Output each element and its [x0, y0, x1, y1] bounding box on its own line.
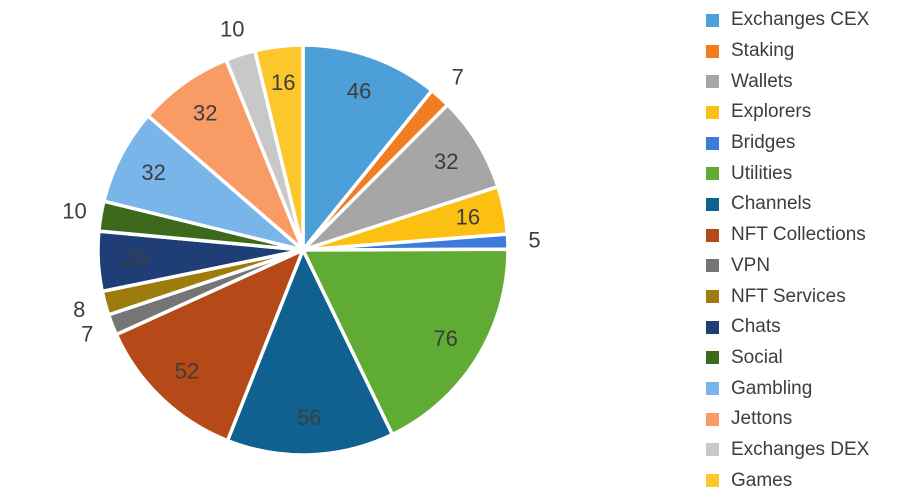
- legend-swatch-icon: [706, 351, 719, 365]
- pie-value-label-utilities: 76: [433, 326, 457, 351]
- pie-value-label-games: 16: [271, 70, 295, 95]
- legend-swatch-icon: [706, 13, 719, 27]
- legend-swatch-icon: [706, 228, 719, 242]
- legend-item-gambling: Gambling: [706, 373, 869, 404]
- legend-swatch-icon: [706, 167, 719, 181]
- legend-item-nft-collections: NFT Collections: [706, 220, 869, 251]
- legend-label: Channels: [731, 193, 812, 215]
- legend-item-vpn: VPN: [706, 251, 869, 282]
- pie-value-label-exchanges-cex: 46: [347, 79, 371, 104]
- legend-item-games: Games: [706, 465, 869, 496]
- legend-swatch-icon: [706, 44, 719, 58]
- legend-swatch-icon: [706, 136, 719, 150]
- legend-label: Wallets: [731, 70, 793, 92]
- chart-legend: Exchanges CEX Staking Wallets Explorers Brid…: [706, 5, 869, 496]
- pie-value-label-nft-collections: 52: [175, 359, 199, 384]
- legend-item-staking: Staking: [706, 36, 869, 67]
- pie-value-label-explorers: 16: [456, 204, 480, 229]
- legend-item-exchanges-cex: Exchanges CEX: [706, 5, 869, 36]
- legend-swatch-icon: [706, 474, 719, 488]
- pie-slice-utilities: [301, 247, 510, 437]
- legend-item-bridges: Bridges: [706, 128, 869, 159]
- legend-label: Exchanges CEX: [731, 9, 870, 31]
- legend-swatch-icon: [706, 320, 719, 334]
- legend-item-exchanges-dex: Exchanges DEX: [706, 435, 869, 466]
- pie-value-label-channels: 56: [297, 405, 321, 430]
- legend-label: Bridges: [731, 132, 796, 154]
- pie-value-label-nft-services: 8: [73, 297, 85, 322]
- legend-item-social: Social: [706, 343, 869, 374]
- pie-value-label-gambling: 32: [141, 160, 165, 185]
- legend-label: Social: [731, 346, 783, 368]
- legend-swatch-icon: [706, 259, 719, 273]
- legend-label: Explorers: [731, 101, 812, 123]
- pie-slice-channels: [225, 248, 395, 457]
- legend-swatch-icon: [706, 197, 719, 211]
- pie-value-label-wallets: 32: [434, 149, 458, 174]
- pie-slice-exchanges-cex: [301, 43, 434, 252]
- pie-value-label-vpn: 7: [81, 322, 93, 347]
- pie-slice-jettons: [146, 58, 305, 252]
- legend-label: Exchanges DEX: [731, 438, 870, 460]
- pie-slice-nft-collections: [114, 248, 305, 443]
- legend-label: Jettons: [731, 408, 793, 430]
- legend-label: Staking: [731, 40, 795, 62]
- pie-value-label-chats: 20: [123, 246, 147, 271]
- pie-value-label-staking: 7: [452, 65, 464, 90]
- legend-item-wallets: Wallets: [706, 66, 869, 97]
- legend-swatch-icon: [706, 290, 719, 304]
- legend-label: Gambling: [731, 377, 813, 399]
- pie-slice-gambling: [102, 114, 305, 252]
- legend-item-explorers: Explorers: [706, 97, 869, 128]
- legend-label: NFT Collections: [731, 224, 866, 246]
- legend-label: Utilities: [731, 162, 793, 184]
- legend-swatch-icon: [706, 443, 719, 457]
- legend-item-utilities: Utilities: [706, 158, 869, 189]
- legend-item-channels: Channels: [706, 189, 869, 220]
- legend-swatch-icon: [706, 105, 719, 119]
- legend-item-jettons: Jettons: [706, 404, 869, 435]
- legend-swatch-icon: [706, 412, 719, 426]
- pie-value-label-exchanges-dex: 10: [220, 16, 244, 41]
- legend-label: NFT Services: [731, 285, 846, 307]
- legend-swatch-icon: [706, 75, 719, 89]
- pie-slice-games: [253, 43, 305, 252]
- legend-swatch-icon: [706, 382, 719, 396]
- pie-value-label-jettons: 32: [193, 100, 217, 125]
- legend-label: Games: [731, 469, 793, 491]
- pie-value-label-social: 10: [62, 199, 86, 224]
- pie-slice-wallets: [301, 103, 500, 252]
- legend-item-chats: Chats: [706, 312, 869, 343]
- legend-label: VPN: [731, 254, 771, 276]
- pie-value-label-bridges: 5: [528, 228, 540, 253]
- legend-label: Chats: [731, 316, 781, 338]
- legend-item-nft-services: NFT Services: [706, 281, 869, 312]
